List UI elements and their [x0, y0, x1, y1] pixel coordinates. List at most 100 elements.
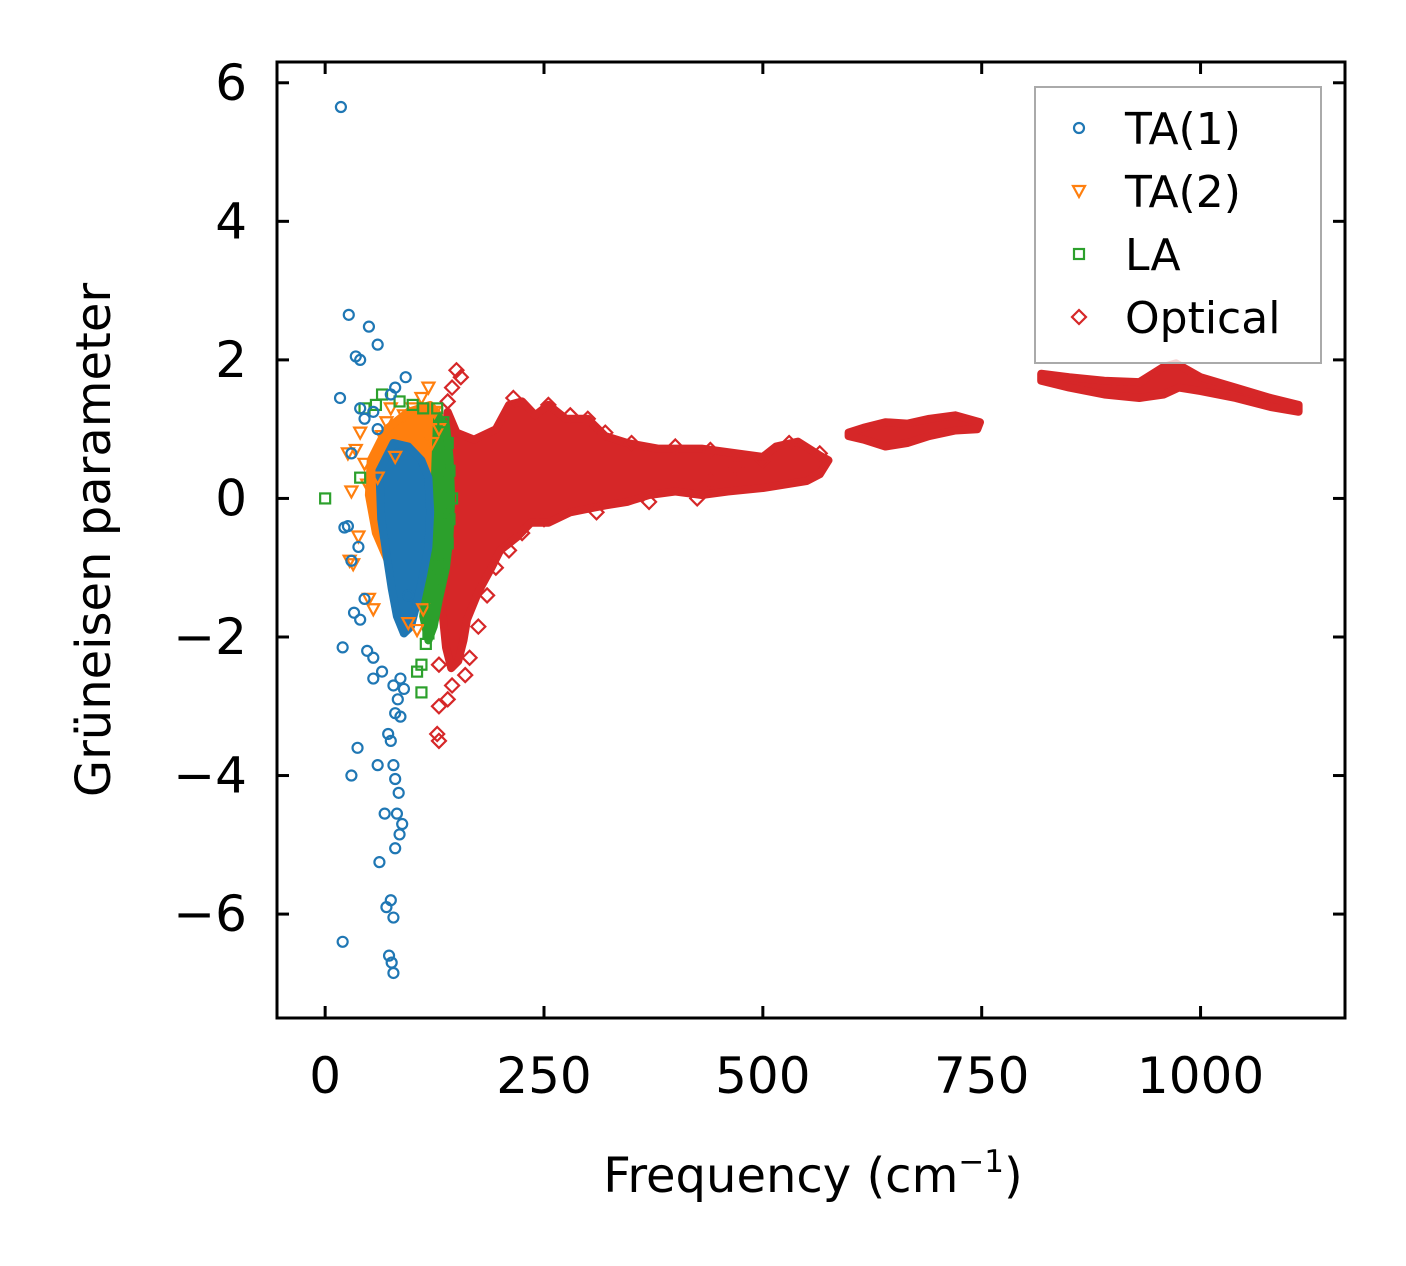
- data-point-ta2: [400, 617, 417, 632]
- data-point-la: [422, 627, 435, 640]
- y-tick-label: 6: [215, 54, 247, 112]
- data-point-ta1: [373, 856, 386, 869]
- x-tick-label: 500: [715, 1047, 810, 1105]
- data-point-optical: [754, 451, 772, 469]
- data-point-ta1: [345, 554, 358, 567]
- data-point-ta1: [387, 911, 400, 924]
- axis-ticks: 0 250 500 750 1000 −6 −4 −2 0 2 4 6: [173, 54, 1345, 1105]
- data-point-ta2: [356, 457, 373, 473]
- data-point-ta1: [391, 693, 404, 706]
- data-point-ta1: [402, 589, 415, 602]
- data-point-ta1: [394, 710, 407, 723]
- data-point-la: [437, 416, 450, 429]
- y-tick-label: 0: [215, 469, 247, 527]
- data-point-optical: [622, 434, 641, 452]
- data-point-ta1: [390, 807, 404, 820]
- data-point-ta1: [336, 641, 349, 654]
- data-point-optical: [430, 656, 448, 674]
- data-point-ta1: [396, 817, 409, 831]
- scatter-points: [319, 100, 829, 980]
- data-point-ta2: [350, 530, 367, 545]
- x-axis-label: Frequency (cm−1): [603, 1144, 1023, 1204]
- data-point-ta2: [359, 478, 376, 493]
- data-point-la: [445, 492, 459, 505]
- data-point-optical: [701, 472, 719, 490]
- data-point-ta1: [361, 644, 374, 657]
- data-point-ta1: [367, 651, 380, 664]
- x-axis-label-superscript: −1: [958, 1144, 1004, 1180]
- legend: TA(1) TA(2) LA Optical: [1034, 86, 1322, 364]
- legend-label-optical: Optical: [1125, 293, 1280, 344]
- data-point-optical: [561, 406, 579, 424]
- data-point-la: [432, 572, 446, 585]
- data-point-ta1: [345, 447, 358, 460]
- data-point-ta1: [392, 786, 405, 799]
- data-point-optical: [430, 697, 448, 715]
- legend-label-ta1: TA(1): [1124, 104, 1241, 155]
- data-point-ta2: [369, 471, 386, 486]
- data-point-ta2: [343, 485, 360, 500]
- data-point-ta1: [384, 734, 397, 747]
- data-point-optical: [439, 690, 457, 708]
- data-point-ta1: [382, 727, 395, 741]
- data-point-optical: [513, 524, 531, 542]
- data-point-ta1: [362, 320, 376, 333]
- data-point-optical: [504, 389, 522, 407]
- x-tick-label: 1000: [1137, 1047, 1264, 1105]
- x-tick-label: 0: [309, 1047, 341, 1105]
- data-point-ta1: [389, 772, 402, 786]
- data-point-optical: [539, 396, 557, 414]
- legend-marker-ta2: [1071, 184, 1087, 200]
- data-point-la: [441, 537, 454, 550]
- data-point-ta1: [333, 391, 347, 405]
- data-point-la: [369, 398, 383, 412]
- data-point-ta1: [367, 672, 380, 685]
- data-point-la: [415, 686, 428, 699]
- data-point-ta1: [389, 842, 402, 855]
- y-tick-label: −4: [173, 747, 247, 805]
- legend-items: TA(1) TA(2) LA Optical: [1070, 104, 1280, 344]
- data-point-ta2: [409, 623, 425, 639]
- data-point-la: [393, 395, 406, 408]
- data-point-optical: [478, 586, 496, 604]
- legend-marker-ta1: [1072, 121, 1086, 135]
- data-point-optical: [439, 392, 457, 411]
- data-point-ta1: [371, 759, 384, 772]
- legend-frame: [1034, 86, 1322, 364]
- data-point-ta2: [420, 381, 437, 396]
- data-point-optical: [535, 510, 553, 528]
- data-point-ta1: [387, 759, 400, 772]
- data-point-ta2: [387, 450, 404, 466]
- data-point-ta1: [371, 338, 384, 351]
- data-point-ta1: [354, 613, 367, 626]
- data-point-ta2: [352, 426, 369, 441]
- data-point-la: [437, 506, 450, 519]
- data-point-optical: [579, 410, 597, 428]
- data-point-la: [443, 513, 456, 526]
- data-point-la: [443, 464, 456, 477]
- data-point-ta1: [384, 894, 397, 907]
- legend-marker-la: [1072, 247, 1086, 261]
- y-axis-label: Grüneisen parameter: [66, 283, 122, 798]
- data-point-optical: [780, 434, 798, 452]
- data-point-optical: [452, 368, 470, 386]
- data-point-ta1: [347, 606, 361, 619]
- data-point-la: [431, 558, 444, 571]
- dense-region-optical-1: [844, 411, 984, 451]
- data-point-ta2: [424, 436, 440, 452]
- data-point-optical: [701, 441, 719, 459]
- data-point-optical: [428, 725, 446, 743]
- legend-label-ta2: TA(2): [1124, 167, 1241, 218]
- data-point-ta1: [354, 353, 367, 366]
- legend-label-la: LA: [1125, 230, 1181, 281]
- data-point-ta2: [396, 409, 412, 424]
- y-tick-label: 2: [215, 331, 247, 389]
- data-point-optical: [811, 444, 829, 462]
- data-point-optical: [666, 437, 684, 456]
- data-point-ta2: [413, 391, 430, 407]
- data-point-optical: [469, 618, 487, 636]
- data-point-ta1: [341, 520, 355, 533]
- data-point-ta2: [378, 416, 395, 431]
- data-point-la: [410, 665, 424, 678]
- data-point-ta1: [387, 679, 400, 692]
